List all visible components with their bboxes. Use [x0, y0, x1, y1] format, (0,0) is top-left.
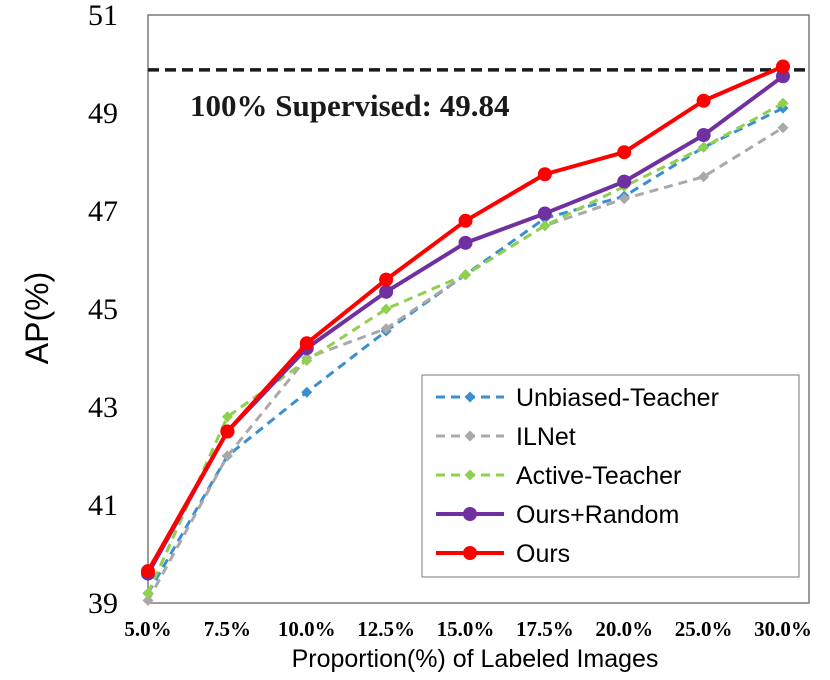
x-axis-ticks: 5.0% 7.5% 10.0% 12.5% 15.0% 17.5% 20.0% 25.0% 30…: [124, 617, 812, 641]
data-point-ours: [299, 336, 314, 351]
data-point-ours: [141, 564, 155, 579]
legend-item-active-teacher: Active-Teacher: [436, 462, 681, 490]
legend-label: Ours: [516, 540, 570, 568]
data-point-ilnet: [142, 595, 154, 607]
series-group: [141, 59, 790, 607]
x-axis-label: Proportion(%) of Labeled Images: [292, 645, 659, 673]
y-tick-label: 49: [88, 97, 118, 130]
data-point-ours: [617, 145, 632, 160]
x-tick-label: 20.0%: [595, 617, 653, 641]
data-point-ours: [379, 272, 394, 287]
data-point-ilnet: [618, 193, 630, 205]
x-tick-label: 7.5%: [204, 617, 251, 641]
x-tick-label: 17.5%: [516, 617, 574, 641]
legend-marker: [463, 546, 477, 560]
legend-label: Unbiased-Teacher: [516, 384, 719, 412]
data-point-active-teacher: [221, 411, 233, 423]
y-axis-ticks: 39 41 43 45 47 49 51: [88, 0, 118, 620]
data-point-ours-random: [617, 174, 632, 189]
x-tick-label: 15.0%: [437, 617, 495, 641]
legend-marker: [464, 391, 476, 403]
reference-line-label: 100% Supervised: 49.84: [190, 88, 510, 123]
data-point-ilnet: [221, 450, 233, 462]
data-point-ours: [696, 93, 711, 108]
data-point-ours: [458, 213, 473, 228]
legend: Unbiased-Teacher ILNet Active-Teacher Ours+…: [421, 374, 800, 578]
data-point-active-teacher: [698, 141, 710, 153]
y-tick-label: 41: [88, 489, 118, 522]
legend-marker: [463, 507, 477, 521]
legend-label: Ours+Random: [516, 501, 679, 529]
x-tick-label: 10.0%: [278, 617, 336, 641]
data-point-ours: [776, 59, 790, 74]
data-point-ours-random: [458, 235, 473, 250]
data-point-ours-random: [776, 69, 790, 84]
y-tick-label: 51: [88, 0, 118, 32]
x-tick-label: 5.0%: [124, 617, 171, 641]
y-tick-label: 47: [88, 195, 118, 228]
data-point-ours: [537, 167, 552, 182]
data-point-unbiased-teacher: [301, 386, 313, 398]
legend-label: ILNet: [516, 423, 576, 451]
x-tick-label: 30.0%: [754, 617, 812, 641]
y-axis-label: AP(%): [19, 272, 55, 364]
y-tick-label: 43: [88, 391, 118, 424]
legend-marker: [464, 469, 476, 481]
legend-marker: [464, 430, 476, 442]
x-tick-label: 25.0%: [675, 617, 733, 641]
data-point-ilnet: [380, 323, 392, 335]
data-point-ilnet: [698, 171, 710, 183]
data-point-ours: [220, 424, 235, 439]
data-point-active-teacher: [777, 97, 789, 109]
legend-item-ilnet: ILNet: [436, 423, 576, 451]
y-tick-label: 45: [88, 293, 118, 326]
data-point-ours-random: [379, 284, 394, 299]
plot-frame: [147, 14, 810, 604]
legend-item-ours-random: Ours+Random: [436, 501, 679, 529]
legend-item-ours: Ours: [436, 540, 570, 568]
data-point-ilnet: [777, 122, 789, 134]
data-point-active-teacher: [539, 220, 551, 232]
data-point-active-teacher: [460, 269, 471, 281]
series-active-teacher: [142, 97, 789, 599]
data-point-active-teacher: [142, 587, 154, 599]
legend-label: Active-Teacher: [516, 462, 681, 490]
legend-item-unbiased-teacher: Unbiased-Teacher: [436, 384, 719, 412]
series-ours: [141, 59, 790, 579]
x-tick-label: 12.5%: [357, 617, 415, 641]
y-tick-label: 39: [88, 587, 118, 620]
reference-line-group: 100% Supervised: 49.84: [148, 68, 809, 123]
data-point-active-teacher: [380, 303, 392, 315]
legend-items: Unbiased-Teacher ILNet Active-Teacher Ours+…: [436, 384, 719, 568]
data-point-active-teacher: [301, 354, 313, 366]
data-point-ours-random: [537, 206, 552, 221]
data-point-ours-random: [696, 128, 711, 143]
